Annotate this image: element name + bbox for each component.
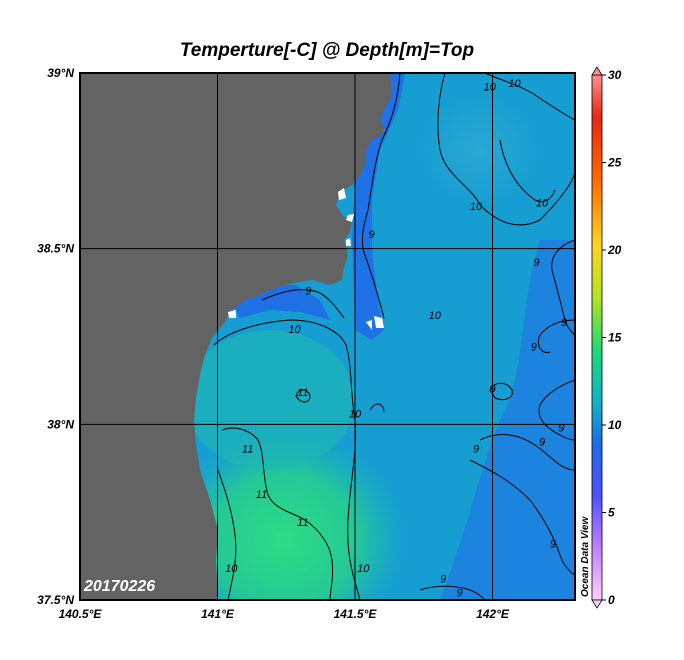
contour-label: 10: [536, 198, 549, 210]
colorbar-tick-label: 25: [607, 156, 622, 170]
colorbar-label: Ocean Data View: [580, 516, 591, 597]
contour-label: 9: [305, 285, 311, 297]
colorbar-tick-label: 5: [608, 506, 615, 520]
y-tick-label: 38.5°N: [37, 242, 74, 256]
contour-label: 11: [242, 443, 253, 455]
contour-label: 9: [531, 342, 537, 354]
plot-frame: [79, 72, 576, 601]
contour-label: 9: [489, 384, 495, 396]
land-mass: [80, 73, 392, 600]
y-tick-label: 39°N: [47, 66, 74, 80]
contour-label: 10: [349, 408, 362, 420]
colorbar-tick-label: 20: [607, 243, 622, 257]
warm-south-region: [165, 430, 405, 600]
cool-ne-patch: [420, 95, 540, 205]
x-tick-label: 142°E: [476, 607, 510, 621]
y-axis-ticks: 37.5°N 38°N 38.5°N 39°N: [37, 66, 74, 607]
graticule: [80, 73, 575, 600]
contour-10-inner: [499, 139, 556, 203]
colorbar: 0 5 10 15 20 25 30 Ocean Data View: [580, 66, 622, 609]
contour-label: 9: [440, 573, 446, 585]
contour-label: 10: [484, 82, 497, 94]
warm-mid-region: [185, 330, 355, 470]
contour-10-south: [217, 469, 237, 600]
contour-label: 11: [297, 517, 308, 529]
colorbar-bottom-arrow: [591, 599, 603, 609]
x-tick-label: 140.5°E: [59, 607, 103, 621]
contour-9-east-c: [538, 379, 575, 441]
x-tick-label: 141°E: [201, 607, 235, 621]
contour-label: 9: [561, 317, 567, 329]
contour-label: 9: [558, 422, 564, 434]
contour-10-coast: [213, 319, 361, 600]
x-axis-ticks: 140.5°E 141°E 141.5°E 142°E: [59, 607, 510, 621]
contour-9-far-south: [419, 585, 486, 600]
cool-east-band: [440, 240, 575, 600]
contour-label: 10: [288, 324, 301, 336]
contour-label: 9: [533, 257, 539, 269]
contour-label: 10: [508, 78, 521, 90]
contour-label: 9: [550, 538, 556, 550]
colorbar-tick-label: 30: [608, 68, 622, 82]
contour-10-north: [437, 73, 575, 226]
contour-label: 9: [473, 443, 479, 455]
contour-9-bay: [261, 289, 345, 319]
contour-lines: [213, 73, 575, 600]
colorbar-tick-label: 15: [608, 331, 622, 345]
y-tick-label: 37.5°N: [37, 593, 74, 607]
contour-label: 10: [470, 201, 483, 213]
x-tick-label: 141.5°E: [334, 607, 378, 621]
contour-9-east-b: [537, 319, 575, 354]
colorbar-ticks: 0 5 10 15 20 25 30: [602, 68, 622, 607]
contour-label: 10: [357, 563, 370, 575]
contour-label: 9: [368, 229, 374, 241]
contour-9-nearshore: [361, 73, 401, 319]
contour-10-ne: [484, 73, 575, 121]
chart-title: Temperture[-C] @ Depth[m]=Top: [180, 40, 474, 61]
contour-label: 10: [225, 563, 238, 575]
colorbar-top-arrow: [591, 66, 603, 76]
date-label: 20170226: [83, 578, 155, 595]
contour-11-south: [221, 427, 334, 600]
contour-label: 9: [539, 436, 545, 448]
colorbar-gradient: [591, 74, 603, 601]
contour-label: 11: [297, 387, 308, 399]
colorbar-tick-label: 10: [608, 418, 622, 432]
contour-9-south-b: [469, 459, 575, 576]
contour-label: 9: [456, 587, 462, 599]
contour-label: 11: [256, 489, 267, 501]
contour-9-shelf: [369, 403, 385, 413]
colorbar-tick-label: 0: [608, 593, 615, 607]
contour-9-east-a: [551, 239, 575, 336]
contour-label: 10: [429, 310, 442, 322]
y-tick-label: 38°N: [47, 417, 74, 431]
contour-9-loop: [489, 382, 513, 401]
contour-9-south: [479, 434, 575, 471]
contour-11-loop: [295, 389, 311, 403]
